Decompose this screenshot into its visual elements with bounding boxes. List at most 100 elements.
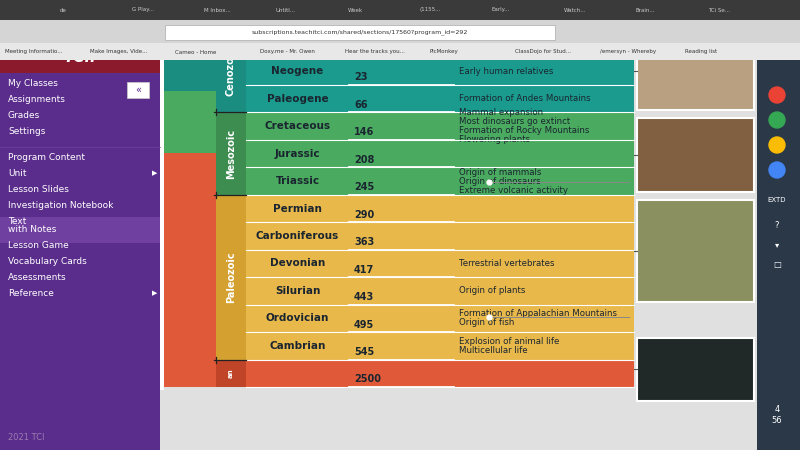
Text: Multicellular life: Multicellular life xyxy=(459,346,528,355)
Text: My Classes: My Classes xyxy=(8,78,58,87)
Bar xyxy=(757,43,800,450)
Bar xyxy=(454,85,634,112)
Text: 495: 495 xyxy=(354,320,374,329)
Bar xyxy=(454,195,634,222)
Bar xyxy=(0,217,160,243)
Text: Mammal expansion: Mammal expansion xyxy=(459,108,543,117)
Text: Reading list: Reading list xyxy=(685,50,717,54)
Text: an: an xyxy=(228,369,234,378)
Text: Early human relatives: Early human relatives xyxy=(459,67,554,76)
Text: (1155...: (1155... xyxy=(420,8,442,13)
Bar xyxy=(0,43,800,60)
Bar xyxy=(454,222,634,250)
Text: Ice age: Ice age xyxy=(459,44,490,53)
Text: Neogene: Neogene xyxy=(271,66,324,76)
Bar xyxy=(454,305,634,332)
Text: Modern humans: Modern humans xyxy=(459,35,529,44)
Bar xyxy=(246,140,349,167)
Bar xyxy=(127,82,149,98)
Text: TCi Se...: TCi Se... xyxy=(708,8,730,13)
Text: 2.6: 2.6 xyxy=(354,45,371,55)
Bar xyxy=(349,250,454,277)
Bar xyxy=(164,39,216,48)
Text: □: □ xyxy=(773,261,781,270)
Text: /emersyn - Whereby: /emersyn - Whereby xyxy=(600,50,656,54)
Bar xyxy=(160,40,164,390)
Bar xyxy=(454,250,634,277)
Text: Early...: Early... xyxy=(492,8,510,13)
Bar xyxy=(164,153,216,387)
Text: Cambrian: Cambrian xyxy=(270,341,326,351)
Text: de: de xyxy=(60,8,67,13)
Text: Cretaceous: Cretaceous xyxy=(265,121,330,131)
Bar xyxy=(246,305,349,332)
Bar xyxy=(637,118,754,192)
Bar xyxy=(637,33,754,110)
Bar xyxy=(246,167,349,195)
Bar xyxy=(246,222,349,250)
Text: 363: 363 xyxy=(354,237,374,247)
Bar xyxy=(246,112,349,140)
Bar xyxy=(454,167,634,195)
Text: Devonian: Devonian xyxy=(270,258,325,268)
Bar xyxy=(349,305,454,332)
Text: 245: 245 xyxy=(354,182,374,192)
Text: Grades: Grades xyxy=(8,111,40,120)
Text: Carboniferous: Carboniferous xyxy=(256,231,339,241)
Circle shape xyxy=(769,137,785,153)
Text: subscriptions.teachitci.com/shared/sections/17560?program_id=292: subscriptions.teachitci.com/shared/secti… xyxy=(252,30,468,36)
Text: 443: 443 xyxy=(354,292,374,302)
Bar xyxy=(216,112,246,195)
Bar xyxy=(164,0,634,30)
Text: True Time: True Time xyxy=(163,5,217,15)
Text: ▾: ▾ xyxy=(775,240,779,249)
Text: Brain...: Brain... xyxy=(636,8,656,13)
Bar xyxy=(246,250,349,277)
Text: Period: Period xyxy=(280,10,315,20)
Bar xyxy=(349,332,454,360)
Bar xyxy=(165,25,555,40)
Bar xyxy=(349,195,454,222)
Text: ClassDojo for Stud...: ClassDojo for Stud... xyxy=(515,50,571,54)
Bar xyxy=(349,140,454,167)
Bar xyxy=(637,338,754,401)
Text: Extreme volcanic activity: Extreme volcanic activity xyxy=(459,185,568,194)
Text: 2021 TCI: 2021 TCI xyxy=(8,433,45,442)
Bar xyxy=(349,167,454,195)
Text: Flowering plants: Flowering plants xyxy=(459,135,530,144)
Text: Formation of Rocky Mountains: Formation of Rocky Mountains xyxy=(459,126,590,135)
Text: 23: 23 xyxy=(354,72,367,82)
Text: Lesson Game: Lesson Game xyxy=(8,240,69,249)
Text: Scale: Scale xyxy=(175,16,205,26)
Bar xyxy=(0,0,800,20)
Bar xyxy=(246,30,349,58)
Text: 66: 66 xyxy=(354,100,367,110)
Text: Origin of dinosaurs: Origin of dinosaurs xyxy=(459,176,541,185)
Text: G Play...: G Play... xyxy=(132,8,154,13)
Text: Ordovician: Ordovician xyxy=(266,313,329,324)
Text: 208: 208 xyxy=(354,155,374,165)
Text: Explosion of animal life: Explosion of animal life xyxy=(459,337,559,346)
Bar xyxy=(246,58,349,85)
Text: 290: 290 xyxy=(354,210,374,220)
Text: 417: 417 xyxy=(354,265,374,274)
Bar xyxy=(349,30,454,58)
Bar xyxy=(454,112,634,140)
Text: Paleogene: Paleogene xyxy=(266,94,328,104)
Bar xyxy=(349,58,454,85)
Bar xyxy=(0,20,800,43)
Bar xyxy=(246,332,349,360)
Text: Lesson Slides: Lesson Slides xyxy=(8,184,69,194)
Text: Era: Era xyxy=(222,10,240,20)
Text: Formation of Andes Mountains: Formation of Andes Mountains xyxy=(459,94,590,103)
Bar xyxy=(164,48,216,91)
Text: Make Images, Vide...: Make Images, Vide... xyxy=(90,50,147,54)
Bar xyxy=(454,30,634,58)
Text: Reference: Reference xyxy=(8,288,54,297)
Bar xyxy=(164,91,216,153)
Text: 2500: 2500 xyxy=(354,374,381,384)
Bar xyxy=(454,332,634,360)
Bar xyxy=(454,58,634,85)
Text: Assessments: Assessments xyxy=(8,273,66,282)
Bar xyxy=(349,85,454,112)
